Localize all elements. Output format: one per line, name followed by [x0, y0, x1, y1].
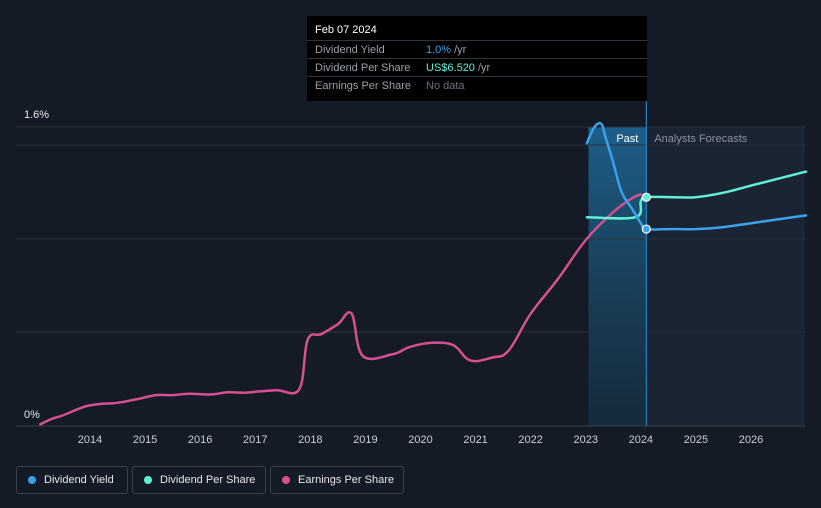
marker-dividend-per-share: [641, 192, 651, 202]
chart-area: 1.6% 0% 2014 2015 2016 2017 2018 2019 2020 2021…: [16, 101, 808, 446]
x-tick-label: 2014: [78, 434, 102, 446]
gridlines: [16, 126, 805, 427]
forecast-region: [646, 127, 805, 426]
legend-label: Dividend Per Share: [160, 474, 256, 486]
tooltip-row-name: Earnings Per Share: [315, 80, 411, 92]
x-tick-label: 2016: [188, 434, 212, 446]
x-tick-label: 2025: [684, 434, 708, 446]
tooltip-unit: /yr: [477, 62, 491, 74]
x-tick-label: 2018: [298, 434, 322, 446]
tooltip-row-value: US$6.520/yr: [426, 62, 490, 74]
series-layer: [39, 121, 808, 426]
x-tick-label: 2026: [739, 434, 763, 446]
tooltip-value-text: 1.0%: [426, 44, 452, 56]
marker-dividend-yield: [641, 224, 651, 234]
x-tick-label: 2019: [353, 434, 377, 446]
y-tick-label-top: 1.6%: [24, 109, 49, 121]
legend-label: Dividend Yield: [44, 474, 114, 486]
y-axis: 1.6% 0%: [24, 109, 49, 421]
tooltip-value-text: No data: [426, 80, 465, 92]
tooltip-row: Dividend Per Share US$6.520/yr: [307, 58, 647, 76]
series-line-dividend-per-share: [585, 170, 808, 220]
tooltip-row: Earnings Per Share No data: [307, 76, 647, 94]
tooltip-row-value: 1.0%/yr: [426, 44, 466, 56]
forecast-label: Analysts Forecasts: [654, 133, 747, 145]
x-tick-label: 2020: [408, 434, 432, 446]
series-line-earnings-per-share: [39, 193, 643, 426]
tooltip-row-name: Dividend Per Share: [315, 62, 411, 74]
tooltip-date: Feb 07 2024: [315, 24, 377, 36]
tooltip-row-value: No data: [426, 80, 465, 92]
tooltip: Feb 07 2024 Dividend Yield 1.0%/yr Divid…: [307, 16, 647, 101]
x-tick-label: 2022: [518, 434, 542, 446]
x-tick-label: 2024: [629, 434, 653, 446]
x-tick-label: 2017: [243, 434, 267, 446]
x-tick-label: 2015: [133, 434, 157, 446]
x-axis: 2014 2015 2016 2017 2018 2019 2020 2021 2022 2023…: [78, 434, 763, 446]
past-label: Past: [616, 133, 638, 145]
earnings-per-share-dot-icon: [282, 476, 290, 484]
legend-item-dividend-yield[interactable]: Dividend Yield: [16, 466, 128, 494]
legend-label: Earnings Per Share: [298, 474, 394, 486]
x-tick-label: 2023: [574, 434, 598, 446]
y-tick-label-bottom: 0%: [24, 409, 40, 421]
tooltip-row-name: Dividend Yield: [315, 44, 385, 56]
legend-item-dividend-per-share[interactable]: Dividend Per Share: [132, 466, 266, 494]
tooltip-unit: /yr: [454, 44, 467, 56]
dividend-per-share-dot-icon: [144, 476, 152, 484]
tooltip-value-text: US$6.520: [426, 62, 475, 74]
series-line-dividend-yield: [585, 121, 808, 231]
x-tick-label: 2021: [463, 434, 487, 446]
past-region: [588, 127, 647, 426]
legend-item-earnings-per-share[interactable]: Earnings Per Share: [270, 466, 404, 494]
tooltip-row: Dividend Yield 1.0%/yr: [307, 40, 647, 58]
dividend-yield-dot-icon: [28, 476, 36, 484]
